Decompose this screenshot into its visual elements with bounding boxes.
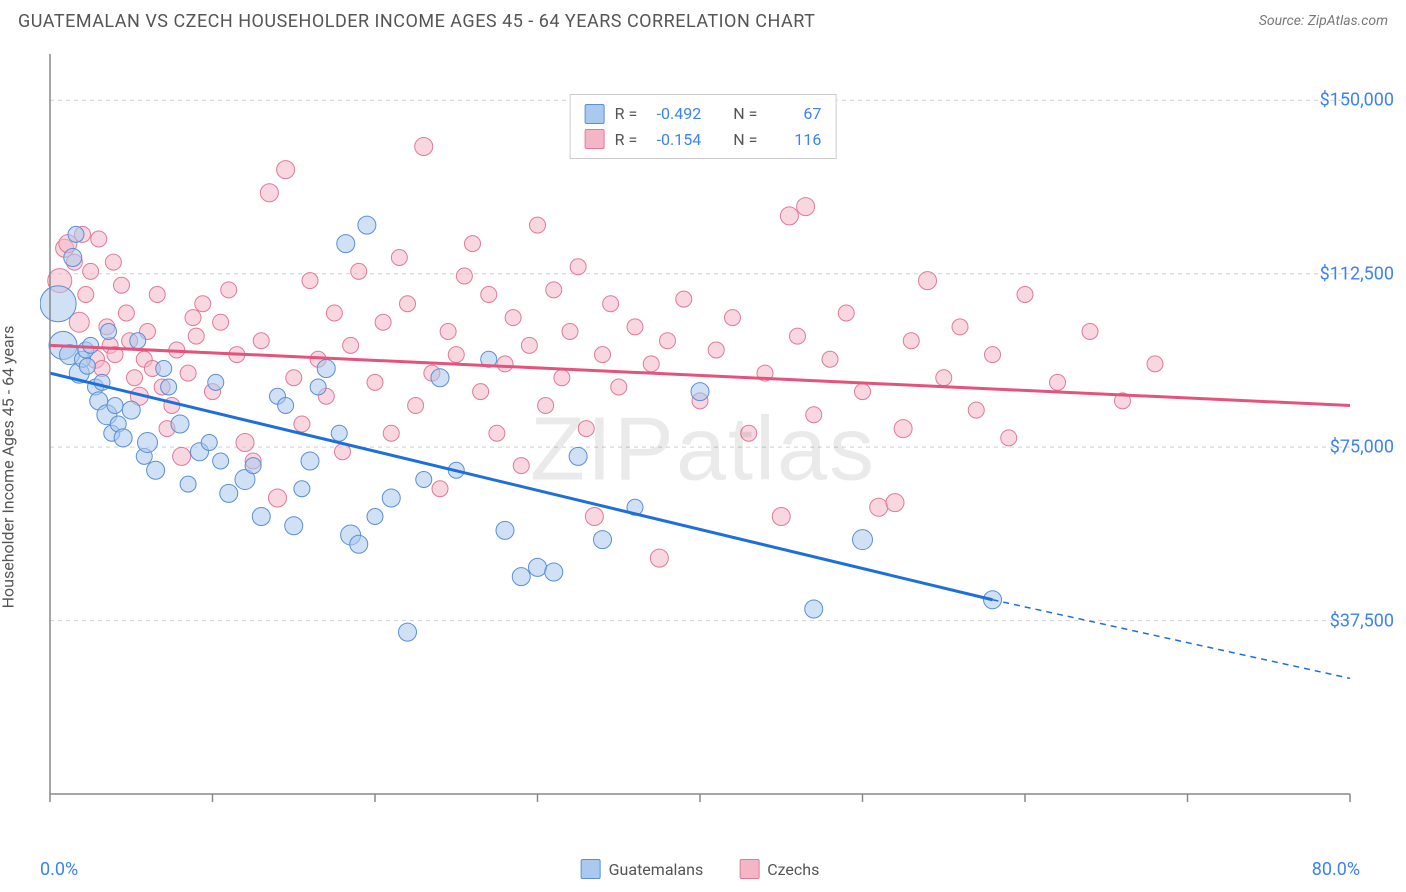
y-tick-label: $150,000 (1320, 90, 1394, 111)
legend-row-czechs: R = -0.154 N = 116 (585, 127, 822, 153)
correlation-legend: R = -0.492 N = 67 R = -0.154 N = 116 (570, 94, 837, 159)
y-tick-label: $37,500 (1330, 610, 1394, 631)
x-axis-max: 80.0% (1312, 859, 1360, 880)
y-tick-label: $112,500 (1320, 263, 1394, 284)
chart-source: Source: ZipAtlas.com (1259, 13, 1388, 29)
legend-item-guatemalans: Guatemalans (581, 859, 704, 879)
legend-swatch-blue (585, 104, 605, 124)
y-axis-label: Householder Income Ages 45 - 64 years (0, 326, 18, 609)
legend-swatch-pink (739, 859, 759, 879)
series-legend: Guatemalans Czechs (581, 859, 820, 879)
chart-container: Householder Income Ages 45 - 64 years $3… (0, 42, 1406, 892)
legend-swatch-pink (585, 129, 605, 149)
y-tick-label: $75,000 (1330, 437, 1394, 458)
chart-header: GUATEMALAN VS CZECH HOUSEHOLDER INCOME A… (0, 0, 1406, 42)
legend-item-czechs: Czechs (739, 859, 819, 879)
x-axis: 0.0% Guatemalans Czechs 80.0% (40, 854, 1360, 884)
chart-title: GUATEMALAN VS CZECH HOUSEHOLDER INCOME A… (18, 11, 815, 32)
legend-row-guatemalans: R = -0.492 N = 67 (585, 101, 822, 127)
x-axis-min: 0.0% (40, 859, 78, 880)
legend-swatch-blue (581, 859, 601, 879)
